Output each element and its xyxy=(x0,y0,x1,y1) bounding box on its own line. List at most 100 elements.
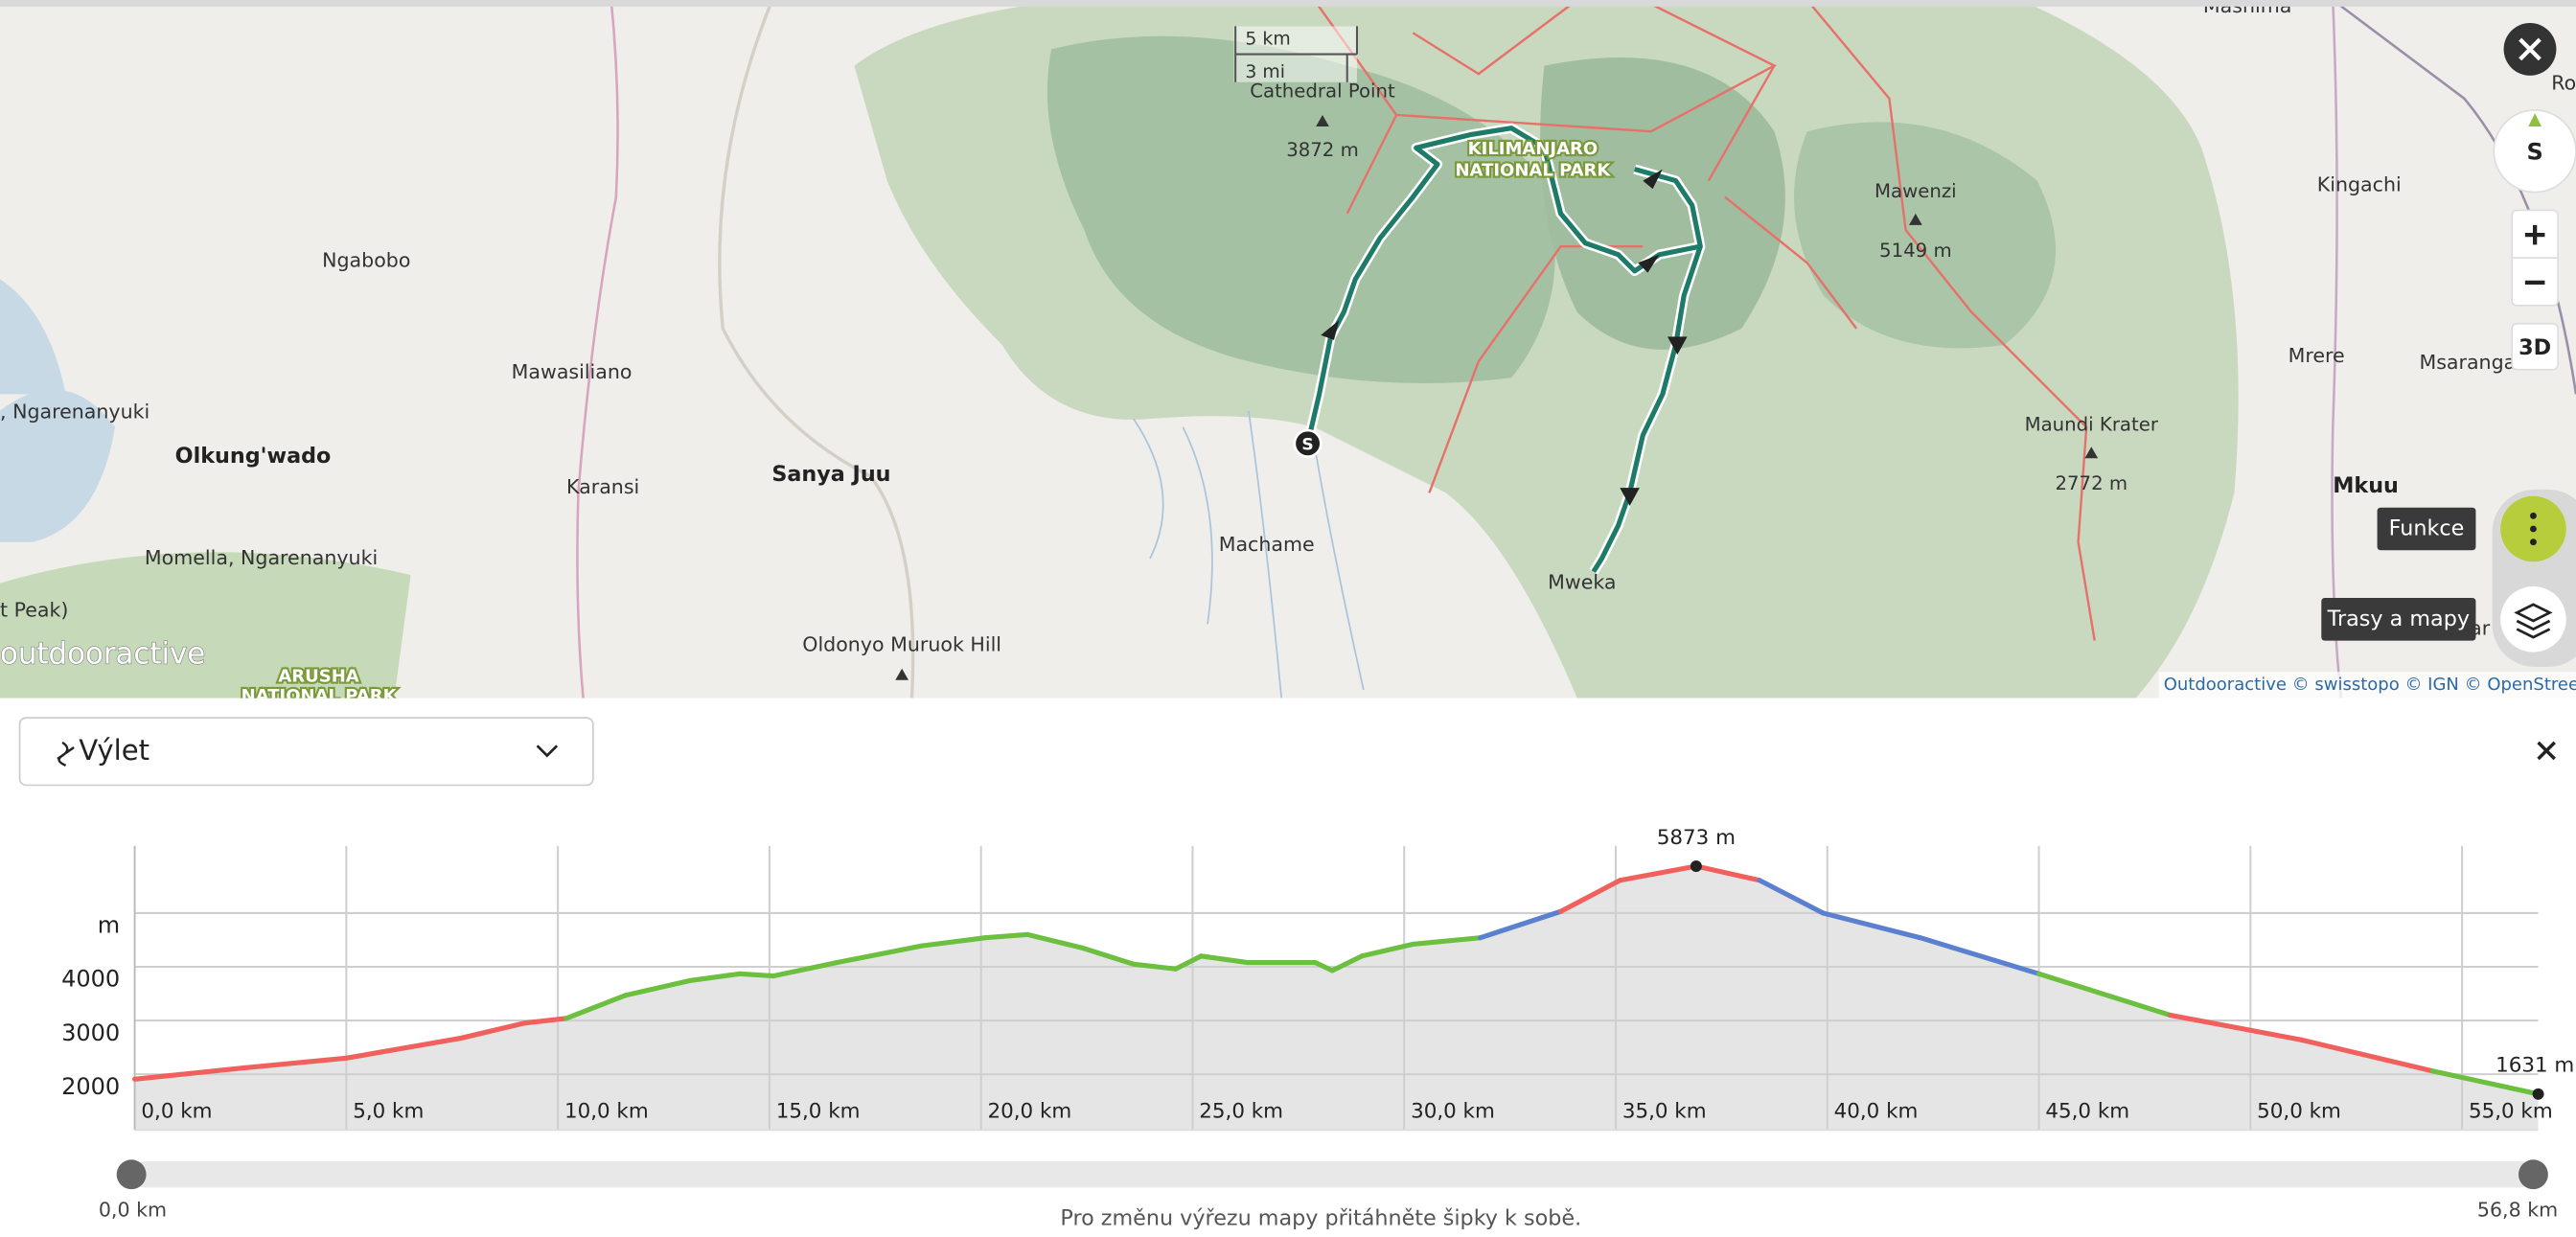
start-marker[interactable] xyxy=(1293,428,1322,458)
elevation-line xyxy=(1359,941,1415,959)
close-icon xyxy=(2518,37,2542,61)
elevation-line xyxy=(737,971,776,979)
compass[interactable] xyxy=(2493,109,2576,194)
forest xyxy=(0,552,411,699)
mountain xyxy=(1794,122,2057,349)
place-label: Momella, Ngarenanyuki xyxy=(145,546,378,569)
range-end-label: 56,8 km xyxy=(2477,1198,2558,1221)
elevation-line xyxy=(919,935,988,949)
place-label: Machame xyxy=(1219,533,1315,556)
x-tick-label: 50,0 km xyxy=(2257,1100,2341,1124)
routes-tooltip xyxy=(2321,598,2476,641)
x-tick-label: 25,0 km xyxy=(1199,1100,1283,1124)
peak-elevation: 2772 m xyxy=(2055,472,2128,494)
place-label: Oldonyo Muruok Hill xyxy=(802,633,1001,656)
place-label: Karansi xyxy=(566,475,639,498)
x-tick-label: 20,0 km xyxy=(988,1100,1072,1124)
park-label-line: NATIONAL PARK xyxy=(242,686,398,699)
range-slider-track[interactable] xyxy=(131,1161,2534,1188)
dot xyxy=(2530,538,2537,546)
road xyxy=(718,0,915,699)
park-label: KILIMANJARO NATIONAL PARK ARUSHA NATIONA… xyxy=(239,137,1613,699)
elevation-line xyxy=(1329,953,1365,974)
place-label: , Ngarenanyuki xyxy=(0,400,150,423)
routes-label: Trasy a mapy xyxy=(2327,607,2470,631)
map[interactable]: S 5 km 3 mi Mashima Kingachi Ngabobo Maw… xyxy=(0,0,2576,699)
functions-label: Funkce xyxy=(2389,516,2465,541)
scale-mi: 3 mi xyxy=(1245,62,1285,82)
scale-km: 5 km xyxy=(1245,30,1290,50)
x-tick-label: 35,0 km xyxy=(1622,1100,1707,1124)
place-label: Mawasiliano xyxy=(512,360,632,383)
x-tick-label: 55,0 km xyxy=(2469,1100,2553,1124)
dropdown-chevron xyxy=(536,744,559,758)
y-tick-label: 3000 xyxy=(61,1019,120,1046)
annotation-label: 5873 m xyxy=(1657,826,1736,850)
compass-label: S xyxy=(2527,138,2543,165)
dot xyxy=(2530,525,2537,533)
place-label: Kingachi xyxy=(2317,173,2402,196)
x-tick-label: 5,0 km xyxy=(353,1100,424,1124)
compass-needle xyxy=(2528,113,2542,127)
top-shadow xyxy=(0,0,2576,7)
x-tick-label: 45,0 km xyxy=(2045,1100,2129,1124)
3d-button[interactable] xyxy=(2511,322,2560,371)
close-profile-button[interactable] xyxy=(2537,741,2556,761)
park-label-line: NATIONAL PARK xyxy=(1455,160,1611,180)
elevation-line xyxy=(982,931,1030,941)
activity-dropdown[interactable] xyxy=(18,717,594,787)
elevation-line xyxy=(1820,910,1923,941)
place-label: Mkuu xyxy=(2333,473,2399,498)
elevation-line xyxy=(1693,863,1762,883)
range-handle-end[interactable] xyxy=(2518,1159,2548,1190)
elevation-line xyxy=(1617,863,1699,883)
elevation-line xyxy=(1173,953,1204,972)
x-tick-label: 15,0 km xyxy=(776,1100,861,1124)
route[interactable] xyxy=(1591,245,1703,573)
place-label: Olkung'wado xyxy=(175,444,332,469)
elevation-line xyxy=(1198,953,1251,966)
elevation-line xyxy=(1131,961,1179,972)
place-label: Msaranga xyxy=(2419,351,2516,374)
elevation-line xyxy=(132,1065,247,1082)
layers-button[interactable] xyxy=(2500,586,2566,653)
mountain xyxy=(1046,35,1555,384)
elevation-line xyxy=(770,959,840,979)
peak-icon xyxy=(2084,447,2099,459)
park-boundary xyxy=(1313,0,2096,641)
elevation-line xyxy=(623,978,692,998)
annotation-dot xyxy=(2532,1088,2544,1100)
peak-name: Mawenzi xyxy=(1874,180,1957,202)
elevation-line xyxy=(242,1055,349,1070)
park-label-line: KILIMANJARO xyxy=(1468,139,1598,159)
place-label: Sanya Juu xyxy=(771,462,890,487)
route[interactable] xyxy=(1305,126,1703,445)
y-tick-label: 4000 xyxy=(61,966,120,993)
range-handle-start[interactable] xyxy=(116,1159,147,1190)
3d-label: 3D xyxy=(2518,335,2551,360)
functions-tooltip xyxy=(2377,507,2476,551)
activity-icon xyxy=(57,741,75,767)
elevation-line xyxy=(1757,878,1826,916)
elevation-line xyxy=(1478,908,1564,941)
elevation-line xyxy=(1558,878,1622,914)
annotation-dot xyxy=(1690,859,1702,872)
elevation-line xyxy=(1080,945,1137,967)
place-label: Mrere xyxy=(2288,344,2345,367)
elevation-line xyxy=(2429,1068,2542,1097)
scale-bar-lines xyxy=(1234,26,1359,82)
elevation-panel: Výlet 2000 3000 4000 m 0,0 km 5,0 km 10,0 km 15… xyxy=(18,717,2574,1231)
peak-name: Cathedral Point xyxy=(1250,80,1395,103)
range-hint: Pro změnu výřezu mapy přitáhněte šipky k… xyxy=(1060,1206,1581,1231)
attribution[interactable]: Outdooractive © swisstopo © IGN © OpenSt… xyxy=(2164,675,2576,695)
elevation-line xyxy=(2298,1037,2435,1074)
boundary xyxy=(576,0,619,699)
place-label: Ngabobo xyxy=(322,249,410,272)
zoom-in[interactable] xyxy=(2524,224,2545,245)
elevation-line xyxy=(1918,935,2042,976)
elevation-line xyxy=(521,1016,569,1026)
y-tick-label: m xyxy=(98,912,120,939)
activity-label: Výlet xyxy=(79,734,150,767)
elevation-line xyxy=(2167,1012,2304,1042)
